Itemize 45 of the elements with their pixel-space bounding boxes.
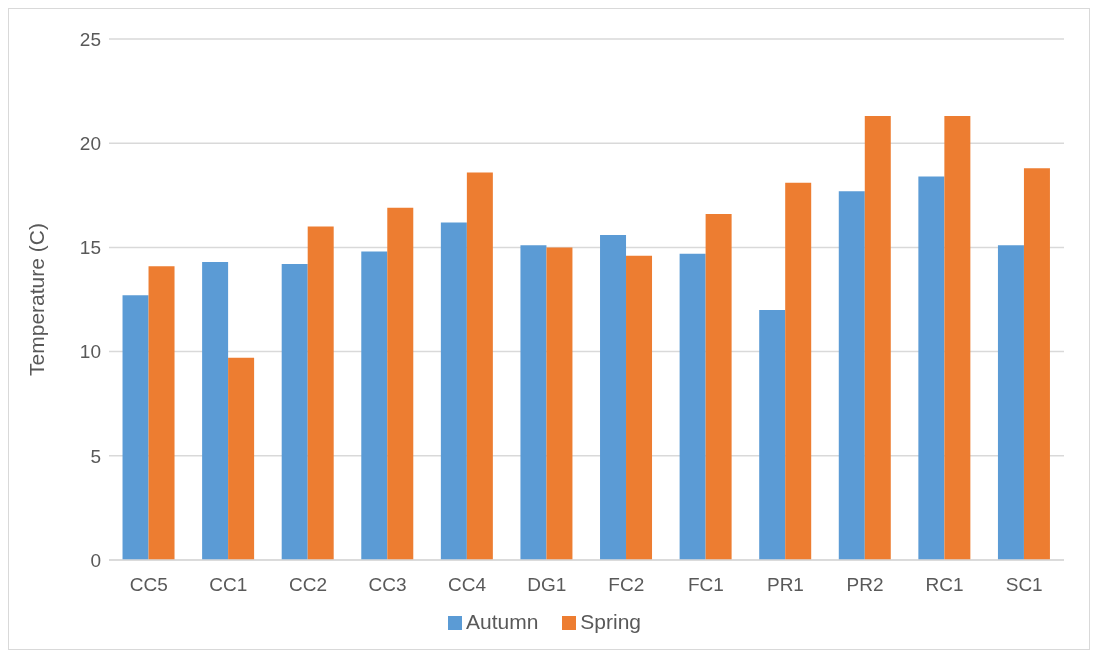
x-tick-label: SC1	[1005, 574, 1043, 596]
bar	[626, 255, 653, 560]
x-tick-label: CC3	[368, 574, 407, 596]
bar	[1023, 168, 1050, 560]
x-tick-label: PR1	[766, 574, 804, 596]
bar	[944, 116, 971, 560]
x-tick-label: PR2	[846, 574, 884, 596]
x-tick-label: FC1	[687, 574, 724, 596]
y-tick-label: 20	[79, 132, 101, 154]
bar	[440, 222, 467, 560]
y-axis-title: Temperature (C)	[25, 223, 49, 376]
bar	[600, 234, 627, 560]
bar	[361, 251, 388, 560]
bar	[387, 207, 414, 560]
bar	[307, 226, 334, 560]
bar	[202, 261, 229, 560]
bar	[228, 357, 255, 560]
bar	[546, 247, 573, 560]
bar	[785, 182, 812, 560]
bar	[864, 116, 891, 560]
x-tick-label: CC1	[209, 574, 248, 596]
y-tick-label: 15	[79, 237, 101, 259]
x-tick-label: RC1	[925, 574, 964, 596]
bar	[705, 214, 732, 560]
bar	[281, 264, 308, 560]
y-tick-label: 5	[90, 445, 101, 467]
y-tick-label: 10	[79, 341, 101, 363]
bar	[679, 253, 706, 560]
bar	[122, 295, 149, 560]
bar	[466, 172, 493, 560]
bar	[759, 309, 786, 560]
x-tick-label: CC5	[129, 574, 168, 596]
bar	[838, 191, 865, 560]
legend-label: Autumn	[465, 610, 539, 633]
x-tick-label: CC2	[288, 574, 327, 596]
x-tick-label: FC2	[608, 574, 645, 596]
bar	[520, 245, 547, 560]
bar	[997, 245, 1024, 560]
y-tick-label: 0	[90, 549, 101, 571]
x-tick-label: DG1	[527, 574, 567, 596]
x-tick-label: CC4	[448, 574, 487, 596]
y-tick-label: 25	[79, 28, 101, 50]
legend-label: Spring	[580, 610, 642, 633]
bar	[918, 176, 945, 560]
bar	[148, 266, 175, 560]
